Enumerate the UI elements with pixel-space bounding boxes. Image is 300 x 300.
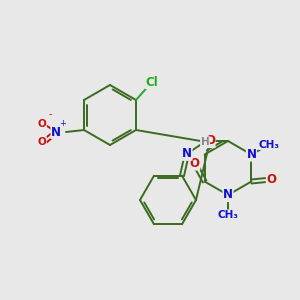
Text: Cl: Cl	[146, 76, 158, 88]
Text: O: O	[38, 119, 46, 129]
Text: O: O	[190, 157, 200, 170]
Text: O: O	[38, 137, 46, 147]
Text: N: N	[223, 188, 233, 202]
Text: CH₃: CH₃	[259, 140, 280, 149]
Text: +: +	[60, 119, 67, 128]
Text: H: H	[201, 137, 209, 147]
Text: N: N	[246, 148, 256, 161]
Text: N: N	[51, 125, 61, 139]
Text: N: N	[182, 147, 192, 160]
Text: CH₃: CH₃	[218, 210, 239, 220]
Text: O: O	[205, 134, 215, 148]
Text: O: O	[266, 173, 276, 186]
Text: -: -	[48, 109, 52, 119]
